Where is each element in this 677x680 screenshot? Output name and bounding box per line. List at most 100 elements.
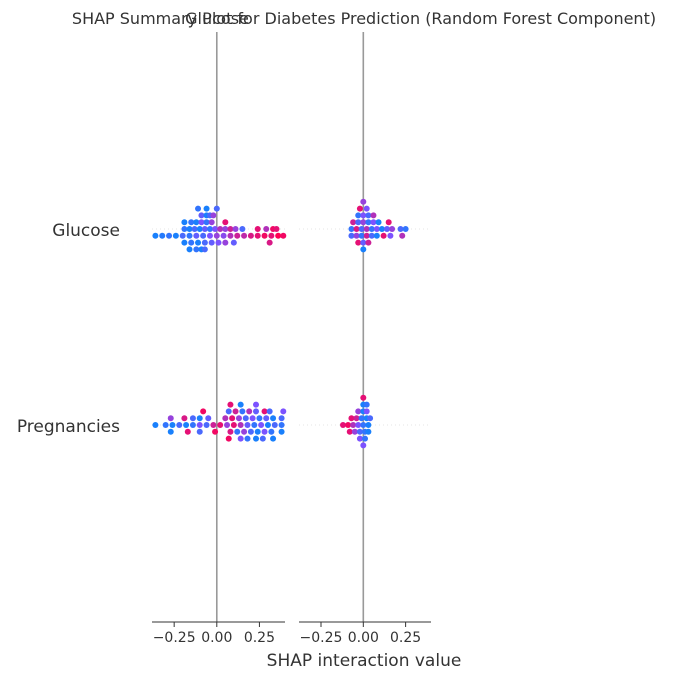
point-0-1-30 [183,422,190,428]
point-0-1-35 [217,422,224,428]
point-0-0-41 [227,232,234,239]
point-1-1-11 [340,422,346,428]
point-0-1-50 [234,428,241,435]
point-0-0-52 [195,239,202,246]
point-1-1-5 [363,408,370,415]
point-0-1-53 [254,428,261,435]
point-1-1-12 [345,422,352,428]
point-0-0-8 [188,219,195,226]
point-1-0-32 [387,232,394,239]
point-0-1-23 [263,415,270,422]
point-0-1-26 [152,422,159,428]
point-1-0-1 [356,205,363,212]
point-1-0-28 [363,232,370,239]
x-tick-label-0-1: 0.00 [201,630,232,646]
point-1-1-15 [360,422,367,428]
point-1-1-13 [350,422,357,428]
feature-label-glucose: Glucose [52,221,120,241]
chart-title: SHAP Summary Plot for Diabetes Predictio… [72,9,656,28]
point-0-1-51 [241,428,248,435]
point-0-1-52 [247,428,254,435]
point-1-0-8 [355,219,362,226]
point-0-0-59 [186,246,193,253]
point-0-0-12 [208,219,215,226]
point-0-0-9 [193,219,200,226]
point-0-1-0 [227,401,234,408]
point-0-0-62 [201,246,208,253]
point-0-0-6 [210,212,217,219]
point-0-1-17 [222,415,229,422]
point-0-1-59 [244,435,251,442]
point-1-0-11 [370,219,377,226]
point-0-0-24 [232,226,239,232]
point-0-1-6 [246,408,253,415]
point-1-0-26 [353,232,360,239]
point-0-1-19 [235,415,242,422]
point-0-1-7 [253,408,260,415]
x-tick-label-1-2: 0.25 [390,630,421,646]
point-0-0-23 [227,226,234,232]
point-0-0-2 [213,205,220,212]
point-1-0-13 [385,219,392,226]
point-1-0-18 [368,226,375,232]
point-0-1-31 [189,422,196,428]
point-1-0-24 [402,226,409,232]
point-0-1-58 [237,435,244,442]
point-0-1-14 [189,415,196,422]
point-0-1-45 [167,428,174,435]
point-0-0-56 [222,239,229,246]
point-1-0-16 [358,226,365,232]
point-0-0-26 [254,226,261,232]
point-1-1-2 [363,401,370,408]
point-0-0-36 [193,232,200,239]
point-1-0-9 [360,219,367,226]
point-0-0-55 [215,239,222,246]
point-0-0-25 [239,226,246,232]
point-0-0-58 [266,239,273,246]
point-1-1-19 [356,428,363,435]
point-0-1-2 [253,401,260,408]
point-0-1-41 [258,422,265,428]
point-0-1-56 [278,428,285,435]
point-0-0-22 [222,226,229,232]
point-1-0-3 [355,212,362,219]
point-1-1-10 [367,415,374,422]
point-1-0-12 [375,219,382,226]
point-0-0-20 [212,226,219,232]
point-0-1-38 [237,422,244,428]
panel-title-glucose: Glucose [185,9,249,28]
point-0-0-35 [186,232,193,239]
point-0-0-32 [166,232,173,239]
point-0-0-13 [222,219,229,226]
point-0-0-11 [203,219,210,226]
point-1-0-31 [380,232,387,239]
point-0-1-36 [224,422,231,428]
point-1-1-6 [348,415,355,422]
point-0-1-27 [162,422,169,428]
point-0-1-24 [270,415,277,422]
point-1-0-20 [378,226,385,232]
point-0-1-46 [184,428,191,435]
point-1-0-5 [365,212,372,219]
point-0-0-43 [241,232,248,239]
point-0-0-30 [152,232,159,239]
point-0-0-60 [193,246,200,253]
point-0-0-16 [191,226,198,232]
point-0-1-29 [176,422,183,428]
point-1-1-17 [346,428,353,435]
point-1-1-23 [362,435,368,442]
point-0-0-39 [213,232,220,239]
point-0-1-57 [225,435,232,442]
point-0-1-44 [278,422,285,428]
point-0-1-9 [266,408,273,415]
point-0-1-28 [169,422,176,428]
point-1-0-22 [389,226,396,232]
point-0-1-3 [225,408,232,415]
point-1-0-33 [399,232,406,239]
point-0-0-38 [206,232,213,239]
point-1-0-4 [360,212,367,219]
point-0-1-8 [261,408,268,415]
point-0-0-57 [230,239,237,246]
point-0-0-17 [196,226,203,232]
